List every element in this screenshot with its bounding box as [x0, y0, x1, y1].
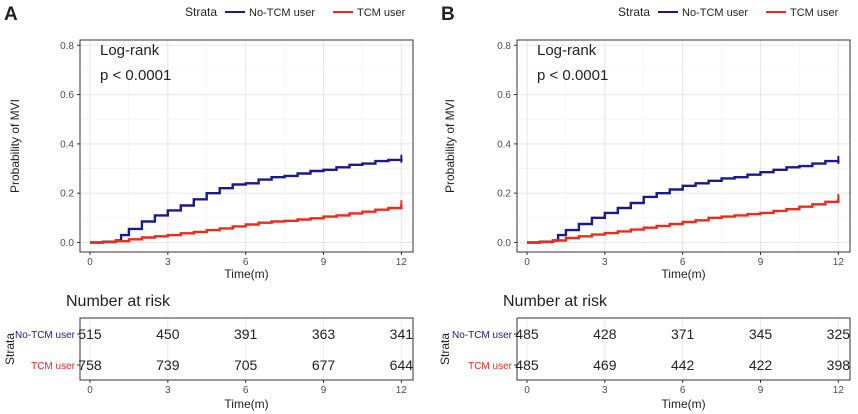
risk-cell: 450: [156, 326, 180, 342]
risk-x-axis-label: Time(m): [224, 397, 268, 411]
legend-entry: TCM user: [357, 7, 406, 19]
y-tick-label: 0.4: [497, 139, 511, 150]
y-tick-label: 0.2: [60, 189, 74, 200]
risk-y-axis-label: Strata: [3, 333, 17, 365]
risk-table-title: Number at risk: [66, 293, 171, 310]
y-tick-label: 0.0: [60, 238, 74, 249]
risk-table-frame: [516, 317, 851, 381]
risk-row-label: TCM user: [31, 361, 76, 372]
x-tick-label: 0: [524, 257, 530, 268]
x-tick-label: 0: [87, 257, 93, 268]
x-tick-label: 9: [321, 257, 327, 268]
risk-cell: 422: [749, 357, 773, 373]
legend-entry: TCM user: [790, 7, 839, 19]
risk-cell: 739: [156, 357, 180, 373]
p-value-label: p < 0.0001: [100, 67, 171, 84]
risk-x-tick-label: 9: [758, 385, 764, 396]
risk-x-tick-label: 3: [165, 385, 171, 396]
y-tick-label: 0.8: [60, 41, 74, 52]
risk-x-tick-label: 6: [680, 385, 686, 396]
risk-x-tick-label: 0: [87, 385, 93, 396]
risk-cell: 341: [390, 326, 414, 342]
risk-x-tick-label: 0: [524, 385, 530, 396]
risk-cell: 428: [593, 326, 617, 342]
risk-cell: 442: [671, 357, 695, 373]
plot-frame: [516, 39, 851, 253]
risk-cell: 345: [749, 326, 773, 342]
risk-cell: 485: [515, 326, 539, 342]
risk-cell: 363: [312, 326, 336, 342]
risk-y-axis-label: Strata: [438, 333, 452, 365]
legend-entry: No-TCM user: [682, 7, 748, 19]
y-tick-label: 0.8: [497, 41, 511, 52]
plot-area: [79, 39, 414, 253]
risk-x-tick-label: 12: [396, 385, 408, 396]
risk-row-label: No-TCM user: [15, 330, 76, 341]
legend-b: Strata No-TCM user TCM user: [618, 5, 839, 19]
risk-cell: 371: [671, 326, 695, 342]
risk-cell: 391: [234, 326, 258, 342]
x-tick-label: 12: [833, 257, 845, 268]
risk-cell: 705: [234, 357, 258, 373]
x-tick-label: 3: [602, 257, 608, 268]
risk-table-frame-top: [79, 317, 414, 381]
risk-cell: 644: [390, 357, 414, 373]
x-tick-label: 3: [165, 257, 171, 268]
risk-row-label: TCM user: [468, 361, 513, 372]
risk-table-title: Number at risk: [503, 293, 608, 310]
series-line-tcm: [90, 204, 403, 244]
legend-a: Strata No-TCM user TCM user: [185, 5, 406, 19]
risk-x-tick-label: 12: [833, 385, 845, 396]
y-tick-label: 0.4: [60, 139, 74, 150]
risk-x-tick-label: 6: [243, 385, 249, 396]
legend-entry: No-TCM user: [249, 7, 315, 19]
risk-cell: 758: [78, 357, 102, 373]
y-axis-label: Probability of MVI: [8, 99, 22, 193]
x-tick-label: 12: [396, 257, 408, 268]
logrank-label: Log-rank: [537, 42, 597, 59]
panel-a: A 0.0 0.2 0.4 0.6 0.8 0 3 6 9 12 Time(m) Probability…: [3, 4, 414, 411]
x-tick-label: 6: [680, 257, 686, 268]
panel-label: A: [4, 4, 18, 25]
risk-cell: 398: [827, 357, 851, 373]
p-value-label: p < 0.0001: [537, 67, 608, 84]
legend-title: Strata: [618, 5, 650, 19]
risk-cell: 677: [312, 357, 336, 373]
y-tick-label: 0.0: [497, 238, 511, 249]
y-tick-label: 0.2: [497, 189, 511, 200]
x-axis-label: Time(m): [661, 267, 705, 281]
y-axis-label: Probability of MVI: [443, 99, 457, 193]
risk-cell: 515: [78, 326, 102, 342]
series-line-tcm: [527, 198, 840, 244]
y-tick-label: 0.6: [497, 90, 511, 101]
risk-table-frame: [79, 317, 414, 381]
risk-cell: 325: [827, 326, 851, 342]
logrank-label: Log-rank: [100, 42, 160, 59]
plot-area: [516, 39, 851, 253]
panel-b: B 0.0 0.2 0.4 0.6 0.8 0 3 6 9 12 Time(m) Probability…: [438, 4, 851, 411]
risk-cell: 485: [515, 357, 539, 373]
risk-cell: 469: [593, 357, 617, 373]
risk-x-axis-label: Time(m): [661, 397, 705, 411]
risk-row-label: No-TCM user: [452, 330, 513, 341]
risk-x-tick-label: 9: [321, 385, 327, 396]
x-tick-label: 6: [243, 257, 249, 268]
series-line-no-tcm: [527, 159, 840, 244]
y-tick-label: 0.6: [60, 90, 74, 101]
x-axis-label: Time(m): [224, 267, 268, 281]
plot-frame: [79, 39, 414, 253]
risk-table-frame-top: [516, 317, 851, 381]
panel-label: B: [441, 4, 455, 25]
risk-x-tick-label: 3: [602, 385, 608, 396]
series-line-no-tcm: [90, 158, 403, 244]
legend-title: Strata: [185, 5, 217, 19]
x-tick-label: 9: [758, 257, 764, 268]
